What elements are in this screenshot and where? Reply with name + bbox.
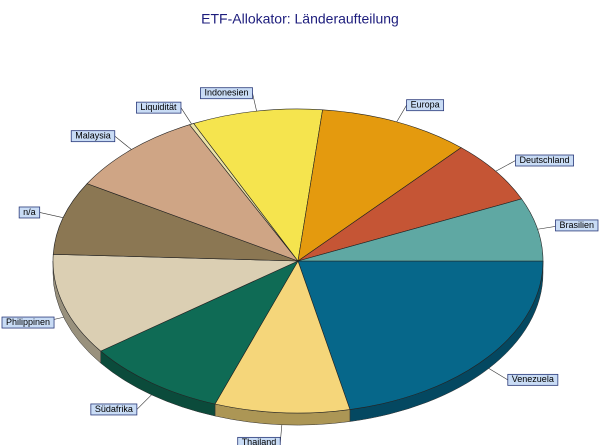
slice-label: Venezuela (512, 374, 554, 384)
slice-label: Malaysia (75, 131, 111, 141)
slice (52, 254, 299, 352)
leader-line (39, 212, 64, 218)
label-box (70, 130, 116, 143)
leader-line (180, 107, 192, 125)
leader-line (114, 135, 132, 150)
label-box (136, 101, 182, 114)
label-box (555, 219, 599, 232)
leader-line (488, 368, 508, 381)
slice-label: Liquidität (140, 102, 177, 112)
label-box (90, 403, 138, 416)
label-box (237, 436, 281, 445)
slice-label: Indonesien (204, 88, 248, 98)
slice-label: n/a (23, 207, 36, 217)
slice-label: Philippinen (6, 317, 50, 327)
label-box (200, 87, 253, 100)
slice-label: Deutschland (520, 155, 570, 165)
slice (214, 260, 351, 414)
slice (297, 198, 544, 262)
slice-label: Südafrika (95, 404, 133, 414)
slice (297, 260, 544, 410)
slice (52, 183, 299, 262)
label-box (1, 316, 55, 329)
label-box (515, 154, 574, 167)
slice (100, 260, 299, 405)
label-box (406, 99, 445, 112)
slice (86, 124, 299, 262)
slice-label: Thailand (242, 437, 277, 445)
leader-line (495, 160, 516, 172)
leader-line (252, 93, 257, 112)
label-box (18, 206, 41, 219)
slice-label: Brasilien (559, 220, 594, 230)
slice (193, 108, 323, 262)
slice-label: Europa (411, 100, 440, 110)
leader-line (136, 394, 152, 410)
label-box (507, 373, 559, 386)
chart-title: ETF-Allokator: Länderaufteilung (201, 11, 399, 27)
leader-line (396, 105, 407, 123)
